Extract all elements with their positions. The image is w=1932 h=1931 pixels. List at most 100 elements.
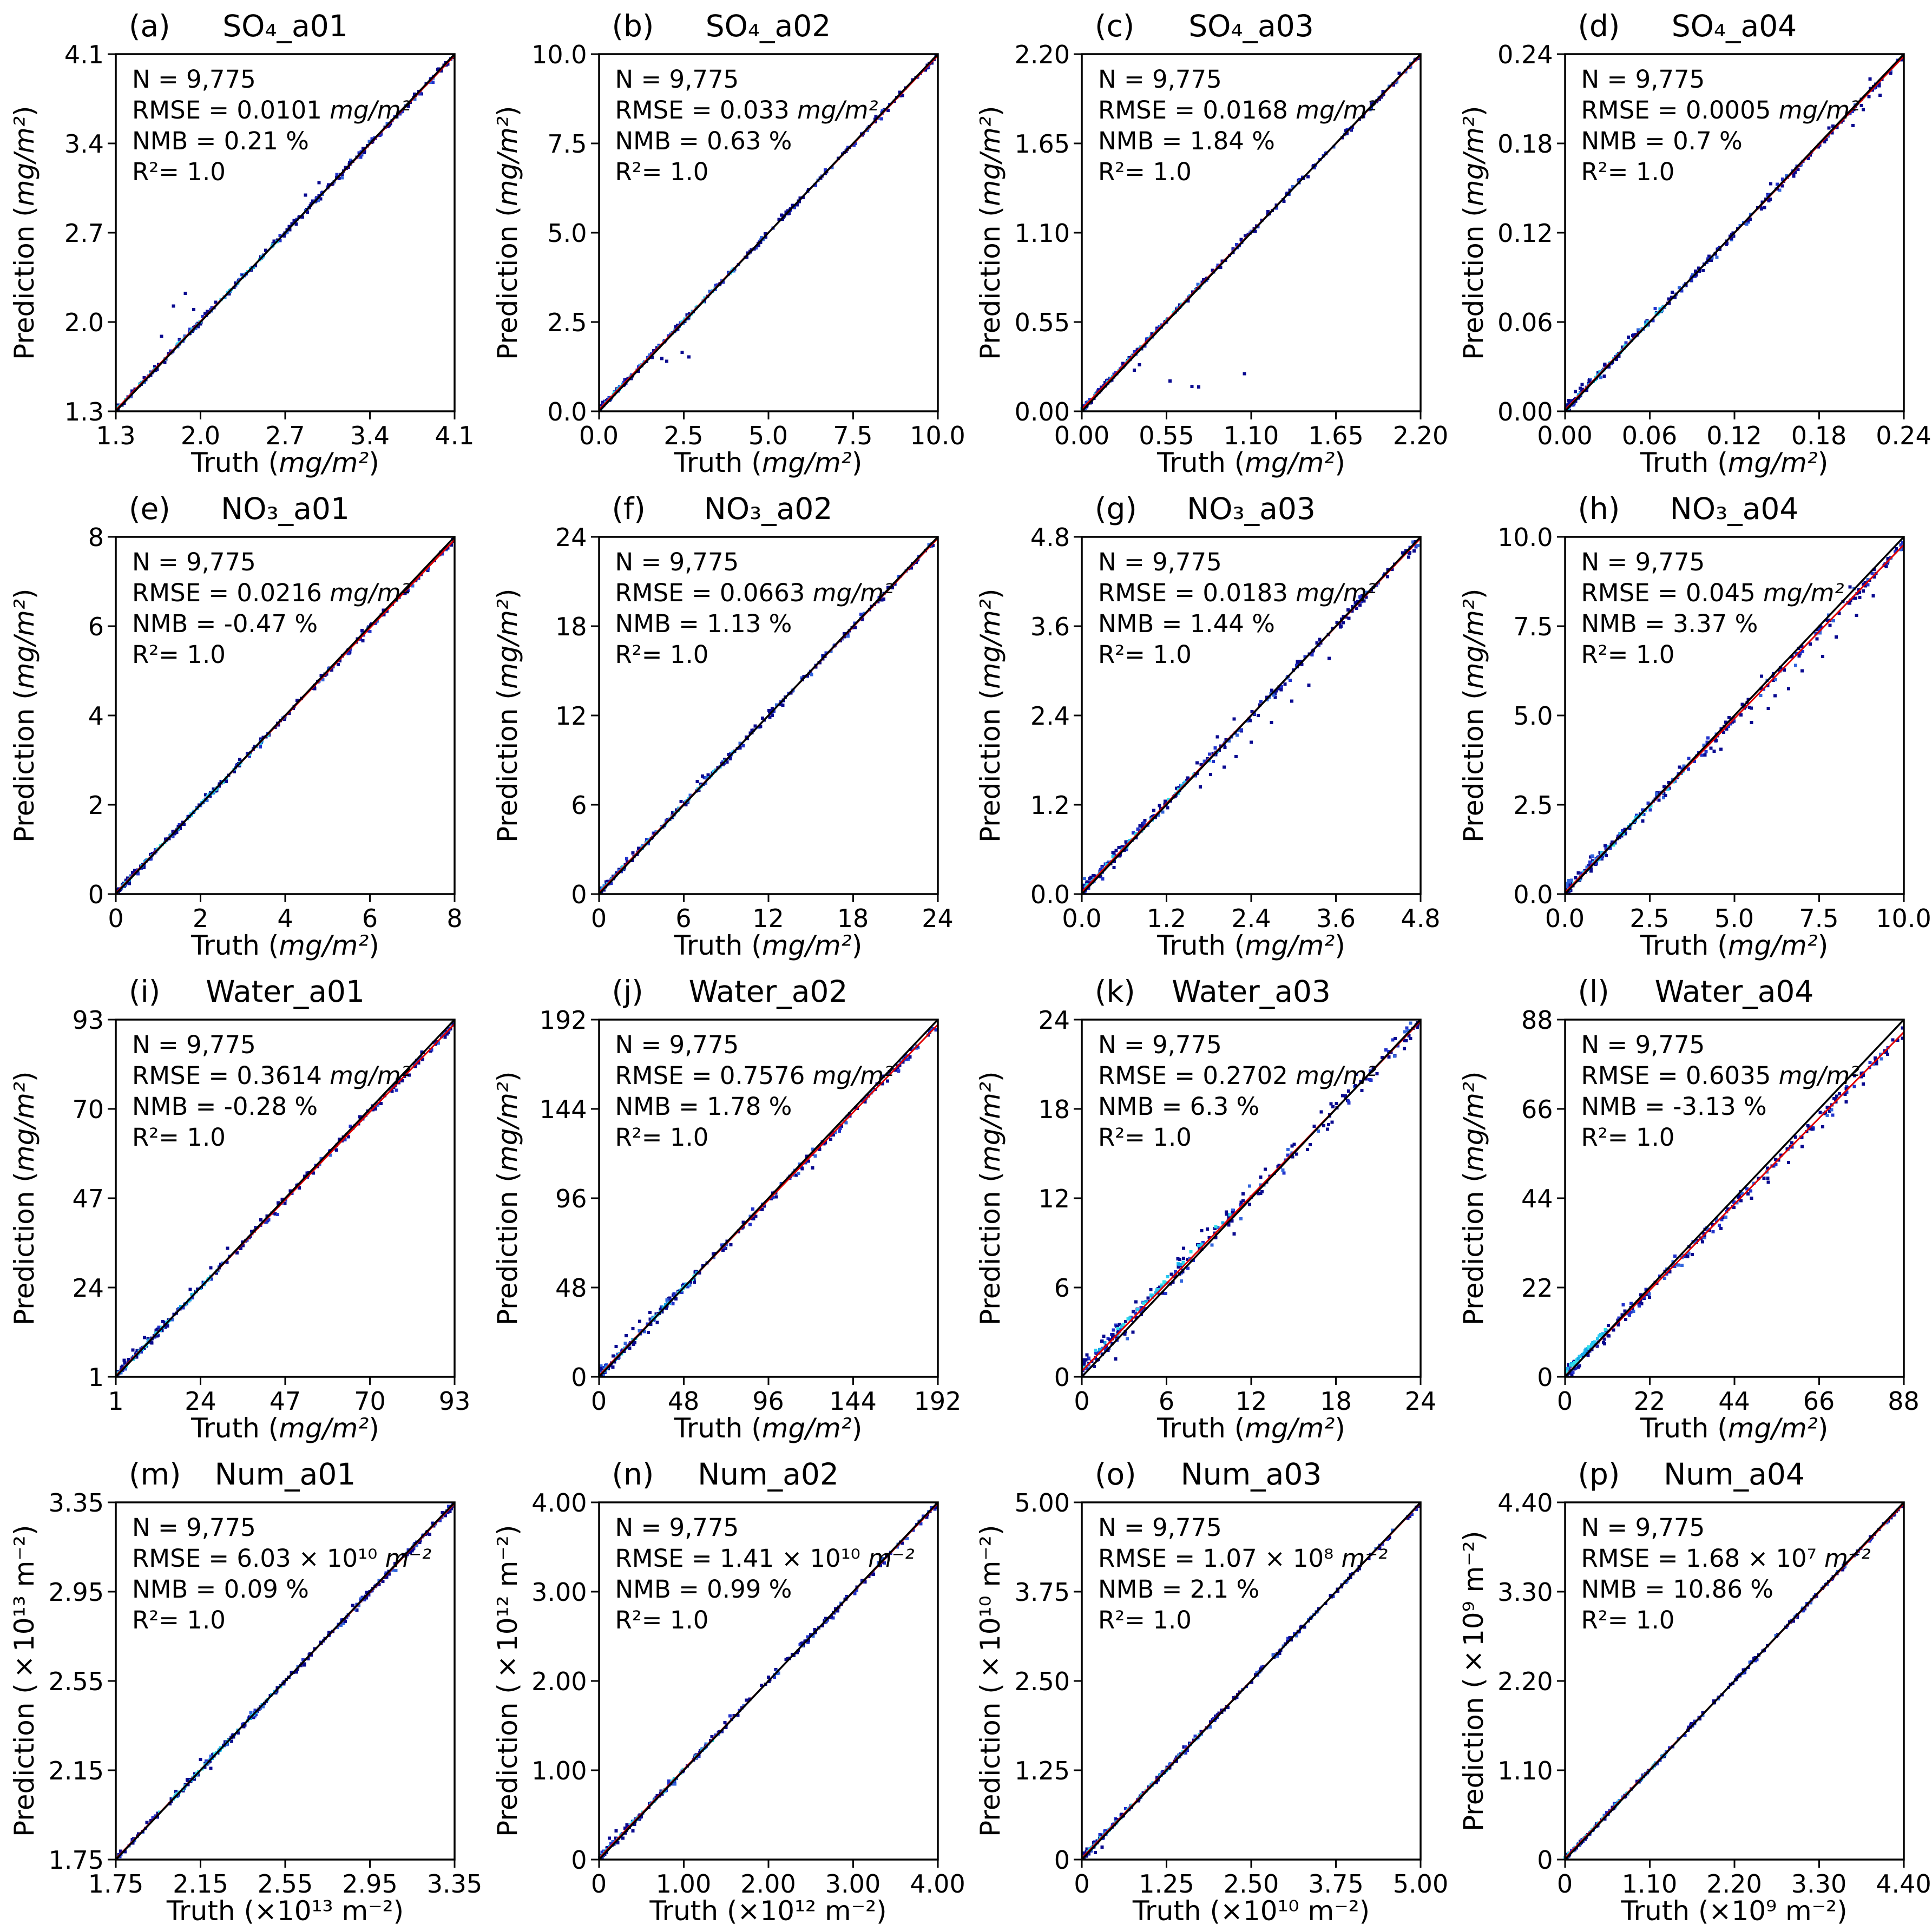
y-tick-label: 24 bbox=[72, 1273, 104, 1303]
x-tick-label: 48 bbox=[667, 1387, 700, 1416]
y-tick-label: 24 bbox=[1038, 1006, 1070, 1035]
x-axis-label: Truth (mg/m²) bbox=[1640, 447, 1829, 478]
x-tick-label: 0 bbox=[108, 904, 124, 933]
stats-nmb: NMB = -0.47 % bbox=[132, 609, 318, 638]
stats-n: N = 9,775 bbox=[1581, 1513, 1705, 1542]
x-tick-label: 18 bbox=[837, 904, 869, 933]
stats-block: N = 9,775 RMSE = 0.3614 mg/m² NMB = -0.28 … bbox=[132, 1029, 411, 1153]
stats-n: N = 9,775 bbox=[615, 548, 739, 576]
stats-nmb: NMB = 0.7 % bbox=[1581, 127, 1743, 155]
y-tick-label: 5.00 bbox=[1014, 1488, 1070, 1518]
panel-index-label: (o) bbox=[1095, 1457, 1136, 1492]
stats-rmse: RMSE = 0.0101 mg/m² bbox=[132, 96, 411, 124]
stats-n: N = 9,775 bbox=[132, 548, 256, 576]
x-tick-label: 4 bbox=[277, 904, 293, 933]
x-axis-label: Truth (mg/m²) bbox=[191, 1413, 379, 1444]
stats-nmb: NMB = 3.37 % bbox=[1581, 609, 1758, 638]
scatter-panel-NO₃_a02: (f) NO₃_a02 N = 9,775 RMSE = 0.0663 mg/m² NM… bbox=[483, 483, 967, 966]
panel-index-label: (n) bbox=[612, 1457, 654, 1492]
x-tick-label: 2.15 bbox=[173, 1869, 228, 1899]
x-tick-label: 6 bbox=[1158, 1387, 1175, 1416]
x-tick-label: 2.20 bbox=[1706, 1869, 1762, 1899]
x-tick-label: 0 bbox=[1556, 1387, 1573, 1416]
x-tick-label: 2.5 bbox=[1629, 904, 1670, 933]
x-tick-label: 5.0 bbox=[748, 421, 788, 450]
panel-title: Num_a01 bbox=[214, 1457, 356, 1492]
x-tick-label: 0 bbox=[590, 904, 607, 933]
x-tick-label: 0.18 bbox=[1791, 421, 1847, 450]
y-tick-label: 6 bbox=[88, 612, 104, 641]
stats-rmse: RMSE = 0.0663 mg/m² bbox=[615, 579, 894, 607]
y-tick-label: 3.75 bbox=[1014, 1578, 1070, 1607]
x-axis-label-unit: mg/m² bbox=[279, 930, 369, 961]
y-tick-label: 2.7 bbox=[64, 219, 104, 248]
x-tick-label: 2.5 bbox=[663, 421, 704, 450]
stats-rmse-unit: mg/m² bbox=[1296, 96, 1377, 124]
stats-nmb: NMB = 1.78 % bbox=[615, 1092, 792, 1121]
panel-index-label: (p) bbox=[1578, 1457, 1620, 1492]
panel-index-label: (h) bbox=[1578, 491, 1620, 526]
axis-ticks bbox=[108, 53, 456, 419]
identity-line bbox=[1564, 53, 1904, 412]
x-tick-label: 1 bbox=[108, 1387, 124, 1416]
axis-ticks bbox=[590, 536, 938, 902]
stats-block: N = 9,775 RMSE = 0.0101 mg/m² NMB = 0.21 %… bbox=[132, 64, 411, 187]
axis-ticks bbox=[108, 1501, 456, 1868]
x-axis-label-unit: mg/m² bbox=[761, 447, 852, 478]
y-axis-label: Prediction (×10¹² m⁻²) bbox=[491, 1525, 523, 1837]
plot-svg bbox=[1556, 536, 1905, 902]
stats-block: N = 9,775 RMSE = 0.7576 mg/m² NMB = 1.78 %… bbox=[615, 1029, 894, 1153]
y-tick-label: 1.2 bbox=[1030, 791, 1070, 820]
y-tick-label: 44 bbox=[1521, 1184, 1553, 1213]
y-axis-label-unit: mg/m² bbox=[975, 116, 1006, 206]
x-tick-label: 3.00 bbox=[825, 1869, 881, 1899]
x-axis-label: Truth (mg/m²) bbox=[1640, 1413, 1829, 1444]
y-tick-label: 0.55 bbox=[1014, 308, 1070, 337]
y-axis-label: Prediction (mg/m²) bbox=[9, 588, 40, 843]
y-tick-label: 2.00 bbox=[531, 1667, 587, 1696]
x-axis-label-unit: mg/m² bbox=[761, 1413, 852, 1444]
y-tick-label: 192 bbox=[539, 1006, 587, 1035]
x-tick-label: 2.95 bbox=[342, 1869, 398, 1899]
panel-index-label: (m) bbox=[129, 1457, 181, 1492]
y-axis-label-unit: mg/m² bbox=[1457, 599, 1489, 689]
panel-index-label: (j) bbox=[612, 974, 643, 1009]
x-tick-label: 1.25 bbox=[1139, 1869, 1194, 1899]
identity-line bbox=[1081, 1019, 1422, 1378]
y-tick-label: 4.00 bbox=[531, 1488, 587, 1518]
x-tick-label: 0.12 bbox=[1706, 421, 1762, 450]
axis-ticks bbox=[1556, 1019, 1904, 1385]
y-tick-label: 10.0 bbox=[531, 40, 587, 69]
panel-index-label: (e) bbox=[129, 491, 170, 526]
scatter-panel-Water_a03: (k) Water_a03 N = 9,775 RMSE = 0.2702 mg/m²… bbox=[966, 966, 1449, 1448]
stats-rmse: RMSE = 1.07 × 10⁸ m⁻² bbox=[1098, 1544, 1388, 1573]
y-tick-label: 93 bbox=[72, 1006, 104, 1035]
x-tick-label: 1.10 bbox=[1223, 421, 1279, 450]
y-tick-label: 0.00 bbox=[1014, 397, 1070, 426]
scatter-panel-SO₄_a01: (a) SO₄_a01 N = 9,775 RMSE = 0.0101 mg/m² NM… bbox=[0, 0, 483, 483]
y-tick-label: 66 bbox=[1521, 1095, 1553, 1124]
y-tick-label: 2.20 bbox=[1497, 1667, 1553, 1696]
identity-line bbox=[115, 536, 456, 895]
panel-title: Water_a04 bbox=[1654, 974, 1814, 1009]
y-tick-label: 1.75 bbox=[48, 1845, 104, 1875]
y-tick-label: 1.10 bbox=[1014, 219, 1070, 248]
stats-r2: R²= 1.0 bbox=[1098, 1123, 1192, 1152]
scatter-panel-NO₃_a04: (h) NO₃_a04 N = 9,775 RMSE = 0.045 mg/m² NMB… bbox=[1449, 483, 1932, 966]
y-tick-label: 0 bbox=[1537, 1363, 1553, 1392]
x-tick-label: 0.06 bbox=[1621, 421, 1678, 450]
stats-r2: R²= 1.0 bbox=[1098, 1606, 1192, 1634]
scatter-panel-SO₄_a04: (d) SO₄_a04 N = 9,775 RMSE = 0.0005 mg/m² NM… bbox=[1449, 0, 1932, 483]
stats-block: N = 9,775 RMSE = 6.03 × 10¹⁰ m⁻² NMB = 0.0… bbox=[132, 1512, 431, 1636]
stats-block: N = 9,775 RMSE = 0.0168 mg/m² NMB = 1.84 %… bbox=[1098, 64, 1377, 187]
stats-n: N = 9,775 bbox=[1098, 1030, 1222, 1059]
stats-nmb: NMB = 1.84 % bbox=[1098, 127, 1275, 155]
y-tick-label: 3.6 bbox=[1030, 612, 1070, 641]
y-tick-label: 6 bbox=[571, 791, 587, 820]
y-tick-label: 4 bbox=[88, 701, 104, 731]
y-tick-label: 0.0 bbox=[1030, 880, 1070, 909]
stats-nmb: NMB = 0.63 % bbox=[615, 127, 792, 155]
stats-rmse: RMSE = 0.033 mg/m² bbox=[615, 96, 878, 124]
scatter-panel-Num_a03: (o) Num_a03 N = 9,775 RMSE = 1.07 × 10⁸ m⁻²… bbox=[966, 1448, 1449, 1931]
